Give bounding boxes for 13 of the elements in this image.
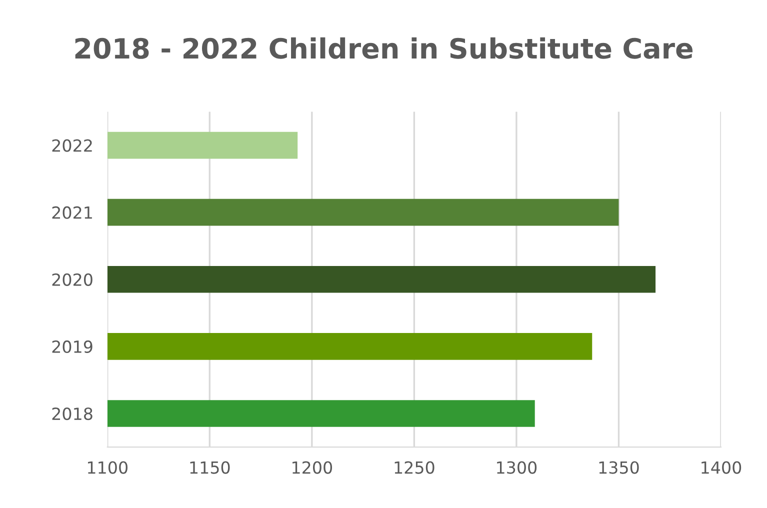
x-tick-label: 1200 <box>292 461 332 474</box>
x-tick-label: 1400 <box>702 461 742 474</box>
chart-title: 2018 - 2022 Children in Substitute Care <box>75 37 693 59</box>
y-tick-label: 2020 <box>52 273 92 286</box>
x-tick-label: 1300 <box>497 461 537 474</box>
y-tick-label: 2021 <box>52 206 92 219</box>
y-tick-label: 2018 <box>52 407 92 420</box>
x-tick-label: 1150 <box>190 461 230 474</box>
x-tick-label: 1350 <box>599 461 639 474</box>
x-tick-label: 1250 <box>394 461 434 474</box>
x-tick-label: 1100 <box>88 461 128 474</box>
y-tick-label: 2019 <box>52 340 92 354</box>
y-tick-label: 2022 <box>52 139 92 152</box>
